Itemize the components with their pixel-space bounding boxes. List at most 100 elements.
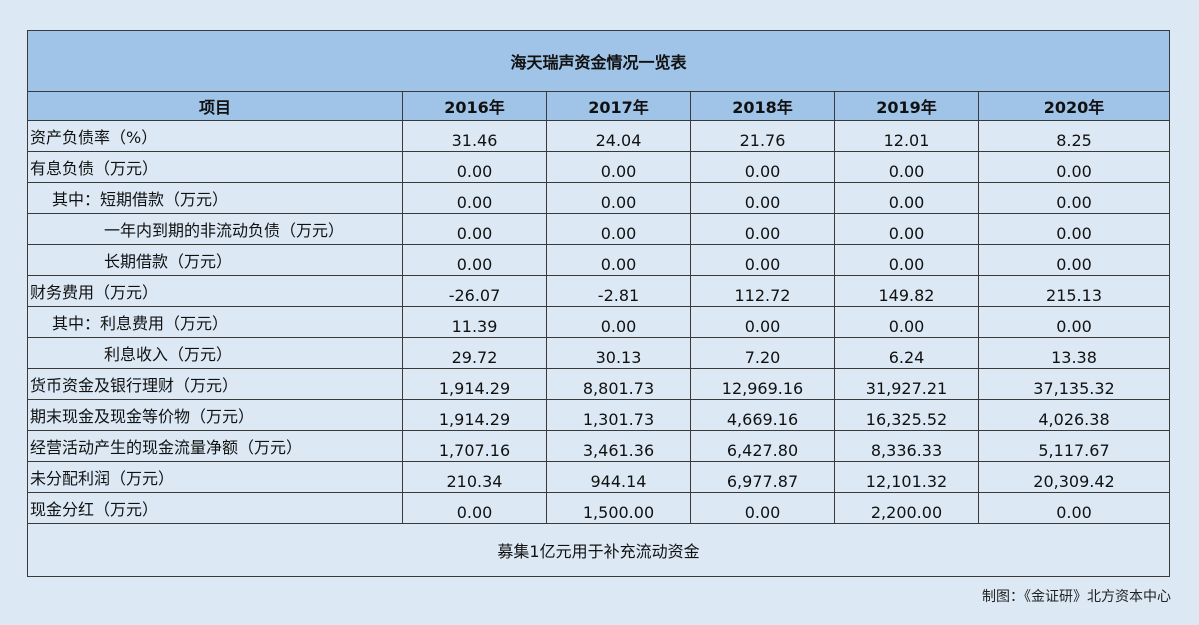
table-cell: 16,325.52 — [834, 399, 979, 431]
table-cell: 0.00 — [834, 182, 979, 214]
row-label: 长期借款（万元） — [27, 244, 403, 276]
table-cell: 0.00 — [546, 244, 691, 276]
table-cell: 1,914.29 — [402, 368, 547, 400]
table-cell: 0.00 — [402, 244, 547, 276]
table-cell: 0.00 — [690, 182, 835, 214]
data-table: 海天瑞声资金情况一览表 项目 2016年 2017年 2018年 2019年 2… — [26, 30, 1171, 577]
table-cell: 29.72 — [402, 337, 547, 369]
table-row: 经营活动产生的现金流量净额（万元） 1,707.16 3,461.36 6,427.8… — [27, 430, 1171, 462]
table-cell: 0.00 — [977, 306, 1171, 338]
header-year: 2019年 — [834, 91, 979, 121]
table-row: 利息收入（万元） 29.72 30.13 7.20 6.24 13.38 — [27, 337, 1171, 369]
table-cell: 0.00 — [402, 492, 547, 524]
table-cell: 0.00 — [834, 244, 979, 276]
table-cell: -2.81 — [546, 275, 691, 307]
table-cell: 0.00 — [546, 306, 691, 338]
table-row: 资产负债率（%） 31.46 24.04 21.76 12.01 8.25 — [27, 120, 1171, 152]
table-cell: 4,669.16 — [690, 399, 835, 431]
table-cell: 3,461.36 — [546, 430, 691, 462]
table-cell: 0.00 — [402, 182, 547, 214]
header-year: 2018年 — [690, 91, 835, 121]
table-row: 其中：利息费用（万元） 11.39 0.00 0.00 0.00 0.00 — [27, 306, 1171, 338]
table-cell: 0.00 — [402, 213, 547, 245]
table-cell: 11.39 — [402, 306, 547, 338]
table-cell: 12,969.16 — [690, 368, 835, 400]
source-credit: 制图：《金证研》北方资本中心 — [982, 589, 1171, 605]
table-cell: 0.00 — [977, 151, 1171, 183]
table-cell: 1,707.16 — [402, 430, 547, 462]
table-cell: 1,301.73 — [546, 399, 691, 431]
table-body: 资产负债率（%） 31.46 24.04 21.76 12.01 8.25 有息负债（万元）… — [27, 120, 1171, 524]
table-title: 海天瑞声资金情况一览表 — [26, 30, 1171, 92]
table-cell: -26.07 — [402, 275, 547, 307]
header-row: 项目 2016年 2017年 2018年 2019年 2020年 — [27, 91, 1171, 121]
table-cell: 0.00 — [977, 492, 1171, 524]
table-cell: 8,801.73 — [546, 368, 691, 400]
table-row: 长期借款（万元） 0.00 0.00 0.00 0.00 0.00 — [27, 244, 1171, 276]
row-label: 期末现金及现金等价物（万元） — [27, 399, 403, 431]
row-label: 一年内到期的非流动负债（万元） — [27, 213, 403, 245]
table-cell: 8,336.33 — [834, 430, 979, 462]
table-cell: 112.72 — [690, 275, 835, 307]
table-cell: 0.00 — [546, 182, 691, 214]
table-cell: 24.04 — [546, 120, 691, 152]
header-year: 2017年 — [546, 91, 691, 121]
table-cell: 0.00 — [977, 244, 1171, 276]
table-note: 募集1亿元用于补充流动资金 — [26, 523, 1171, 577]
row-label: 货币资金及银行理财（万元） — [27, 368, 403, 400]
table-cell: 13.38 — [977, 337, 1171, 369]
table-cell: 12,101.32 — [834, 461, 979, 493]
table-cell: 0.00 — [977, 182, 1171, 214]
table-cell: 8.25 — [977, 120, 1171, 152]
table-cell: 20,309.42 — [977, 461, 1171, 493]
table-cell: 944.14 — [546, 461, 691, 493]
row-label: 财务费用（万元） — [27, 275, 403, 307]
table-cell: 6,977.87 — [690, 461, 835, 493]
table-row: 期末现金及现金等价物（万元） 1,914.29 1,301.73 4,669.16 16… — [27, 399, 1171, 431]
header-year: 2016年 — [402, 91, 547, 121]
table-cell: 0.00 — [834, 151, 979, 183]
table-cell: 6.24 — [834, 337, 979, 369]
table-row: 未分配利润（万元） 210.34 944.14 6,977.87 12,101.32 20… — [27, 461, 1171, 493]
table-row: 财务费用（万元） -26.07 -2.81 112.72 149.82 215.13 — [27, 275, 1171, 307]
row-label: 其中：利息费用（万元） — [27, 306, 403, 338]
table-cell: 7.20 — [690, 337, 835, 369]
table-cell: 0.00 — [546, 151, 691, 183]
table-cell: 6,427.80 — [690, 430, 835, 462]
table-cell: 2,200.00 — [834, 492, 979, 524]
table-cell: 0.00 — [690, 244, 835, 276]
row-label: 其中：短期借款（万元） — [27, 182, 403, 214]
table-row: 货币资金及银行理财（万元） 1,914.29 8,801.73 12,969.16 31… — [27, 368, 1171, 400]
table-cell: 0.00 — [690, 213, 835, 245]
table-cell: 0.00 — [546, 213, 691, 245]
row-label: 资产负债率（%） — [27, 120, 403, 152]
table-cell: 37,135.32 — [977, 368, 1171, 400]
row-label: 有息负债（万元） — [27, 151, 403, 183]
table-row: 现金分红（万元） 0.00 1,500.00 0.00 2,200.00 0.00 — [27, 492, 1171, 524]
table-row: 一年内到期的非流动负债（万元） 0.00 0.00 0.00 0.00 0.00 — [27, 213, 1171, 245]
table-cell: 21.76 — [690, 120, 835, 152]
table-cell: 0.00 — [402, 151, 547, 183]
table-cell: 0.00 — [834, 213, 979, 245]
table-cell: 5,117.67 — [977, 430, 1171, 462]
row-label: 经营活动产生的现金流量净额（万元） — [27, 430, 403, 462]
table-cell: 215.13 — [977, 275, 1171, 307]
row-label: 利息收入（万元） — [27, 337, 403, 369]
table-cell: 31,927.21 — [834, 368, 979, 400]
table-cell: 149.82 — [834, 275, 979, 307]
header-year: 2020年 — [977, 91, 1171, 121]
table-cell: 0.00 — [690, 151, 835, 183]
table-cell: 4,026.38 — [977, 399, 1171, 431]
table-cell: 0.00 — [690, 306, 835, 338]
table-cell: 1,500.00 — [546, 492, 691, 524]
table-cell: 31.46 — [402, 120, 547, 152]
table-cell: 0.00 — [834, 306, 979, 338]
table-cell: 12.01 — [834, 120, 979, 152]
table-cell: 30.13 — [546, 337, 691, 369]
table-row: 有息负债（万元） 0.00 0.00 0.00 0.00 0.00 — [27, 151, 1171, 183]
row-label: 未分配利润（万元） — [27, 461, 403, 493]
table-row: 其中：短期借款（万元） 0.00 0.00 0.00 0.00 0.00 — [27, 182, 1171, 214]
table-cell: 0.00 — [977, 213, 1171, 245]
table-cell: 210.34 — [402, 461, 547, 493]
row-label: 现金分红（万元） — [27, 492, 403, 524]
